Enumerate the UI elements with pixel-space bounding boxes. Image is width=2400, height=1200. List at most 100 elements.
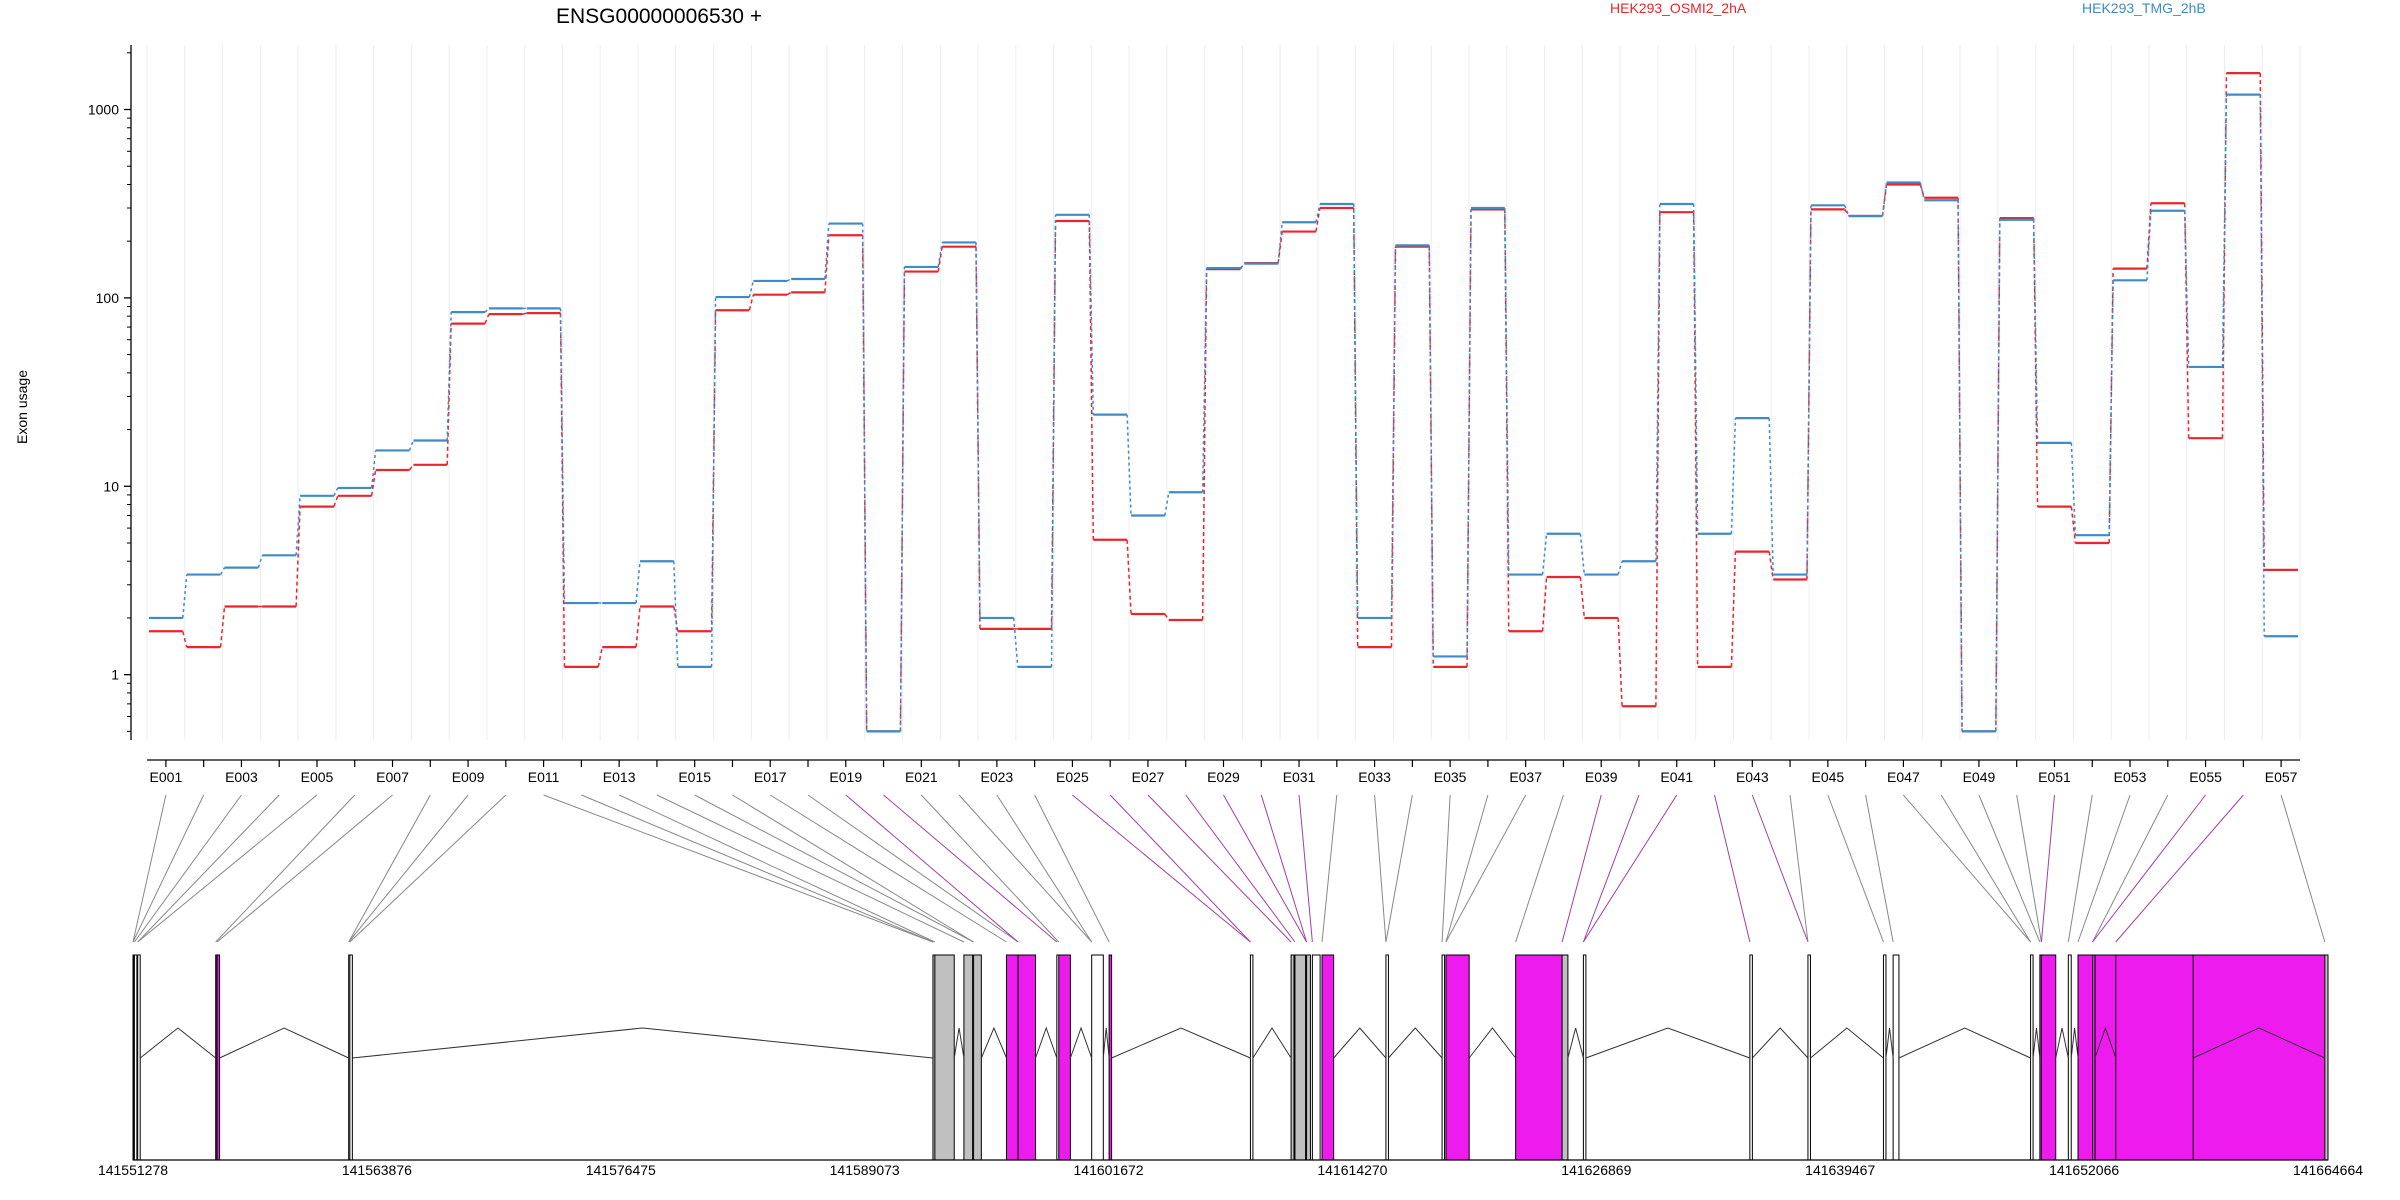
exon-connector	[1260, 794, 1308, 943]
coord-tick-label: 141639467	[1805, 1162, 1875, 1178]
exon-tick-label: E047	[1887, 769, 1920, 785]
coord-tick-label: 141551278	[98, 1162, 168, 1178]
exon-connector	[1441, 794, 1451, 943]
exon-tick-label: E025	[1056, 769, 1089, 785]
exon-connector	[1789, 794, 1809, 943]
exon-tick-label: E019	[829, 769, 862, 785]
coord-tick-label: 141589073	[830, 1162, 900, 1178]
exon-tick-label: E043	[1736, 769, 1769, 785]
intron-line	[139, 1027, 217, 1059]
exon-box	[2092, 954, 2096, 1161]
exon-connector	[2092, 794, 2206, 943]
exon-connector	[769, 794, 1007, 943]
intron-line	[1468, 1027, 1517, 1059]
exon-connector	[348, 794, 431, 943]
exon-connector	[1582, 794, 1640, 943]
intron-line	[2070, 1027, 2079, 1059]
exon-tick-label: E057	[2265, 769, 2298, 785]
exon-box	[2324, 954, 2329, 1161]
y-axis: 1 10 100 1000	[88, 45, 132, 740]
exon-tick-label: E049	[1963, 769, 1996, 785]
exon-box	[1445, 954, 1470, 1161]
intron-line	[1102, 1027, 1110, 1059]
intron-line	[1388, 1027, 1443, 1059]
exon-box	[1017, 954, 1037, 1161]
exon-connector	[1298, 794, 1313, 943]
exon-connector	[1865, 794, 1894, 943]
exon-tick-label: E009	[452, 769, 485, 785]
intron-line	[2032, 1027, 2041, 1059]
exon-connector	[349, 794, 507, 943]
exon-connector	[216, 794, 393, 943]
exon-connector	[133, 794, 242, 943]
intron-line	[1567, 1027, 1584, 1059]
genomic-coordinate-axis: 141551278 141563876 141576475 141589073 1416…	[98, 1159, 2363, 1178]
exon-tick-label: E007	[376, 769, 409, 785]
exon-tick-label: E021	[905, 769, 938, 785]
exon-tick-label: E013	[603, 769, 636, 785]
exon-box	[963, 954, 974, 1161]
intron-line	[1898, 1027, 2031, 1059]
exon-connector	[137, 794, 318, 943]
intron-line	[352, 1027, 933, 1059]
intron-line	[1810, 1027, 1884, 1059]
exon-connector	[2016, 794, 2042, 943]
exon-connector	[1714, 794, 1751, 943]
exon-connector	[1827, 794, 1884, 943]
y-tick-label: 100	[96, 290, 120, 306]
exon-tick-label: E015	[678, 769, 711, 785]
intron-line	[980, 1026, 1007, 1059]
exon-box	[1385, 954, 1389, 1161]
exon-connector	[1374, 794, 1387, 943]
grid-lines	[146, 45, 2301, 740]
exon-tick-label: E001	[150, 769, 183, 785]
exon-box	[1561, 954, 1569, 1161]
intron-line	[1035, 1026, 1058, 1059]
exon-connector	[958, 794, 1093, 943]
exon-tick-label: E027	[1132, 769, 1165, 785]
exon-connector	[2280, 794, 2326, 943]
exon-connector	[845, 794, 1019, 943]
exon-connector	[920, 794, 1060, 943]
exon-box	[1441, 954, 1446, 1161]
legend-series-1: HEK293_OSMI2_2hA	[1610, 0, 1747, 16]
exon-box	[1515, 954, 1563, 1161]
exon-tick-label: E023	[981, 769, 1014, 785]
y-tick-label: 1	[111, 667, 119, 683]
exon-tick-label: E005	[301, 769, 334, 785]
intron-line	[2192, 1027, 2326, 1059]
exon-box	[349, 954, 353, 1161]
exon-connector	[1751, 794, 1809, 943]
exon-connector	[1072, 794, 1251, 943]
coord-tick-label: 141563876	[342, 1162, 412, 1178]
exon-connector	[1903, 794, 2031, 943]
exon-connector	[1515, 794, 1564, 943]
gene-model	[132, 954, 2329, 1161]
exon-connector	[883, 794, 1058, 943]
exon-connector	[137, 794, 280, 943]
intron-line	[1069, 1026, 1093, 1059]
exon-connector	[1109, 794, 1251, 943]
y-axis-label: Exon usage	[14, 370, 30, 444]
exon-connector	[656, 794, 965, 943]
exon-box	[1006, 954, 1019, 1161]
exon-connector	[732, 794, 974, 943]
exon-connector	[348, 794, 469, 943]
coord-tick-label: 141652066	[2049, 1162, 2119, 1178]
exon-tick-label: E017	[754, 769, 787, 785]
series-1-connector	[182, 73, 2265, 732]
exon-box	[973, 954, 982, 1161]
exon-connector	[1940, 794, 2032, 943]
coord-tick-label: 141614270	[1317, 1162, 1387, 1178]
intron-line	[1333, 1027, 1387, 1059]
exon-box	[137, 954, 141, 1161]
intron-line	[1111, 1027, 1251, 1059]
exon-connector	[132, 794, 205, 943]
intron-line	[2055, 1027, 2069, 1059]
exon-connector	[2092, 794, 2169, 943]
exon-tick-label: E011	[528, 769, 560, 785]
exon-tick-label: E029	[1207, 769, 1240, 785]
exon-box	[1892, 954, 1900, 1161]
exon-axis: E001 E003 E005 E007 E009 E011 E013 E015 E017 E019…	[147, 759, 2300, 785]
